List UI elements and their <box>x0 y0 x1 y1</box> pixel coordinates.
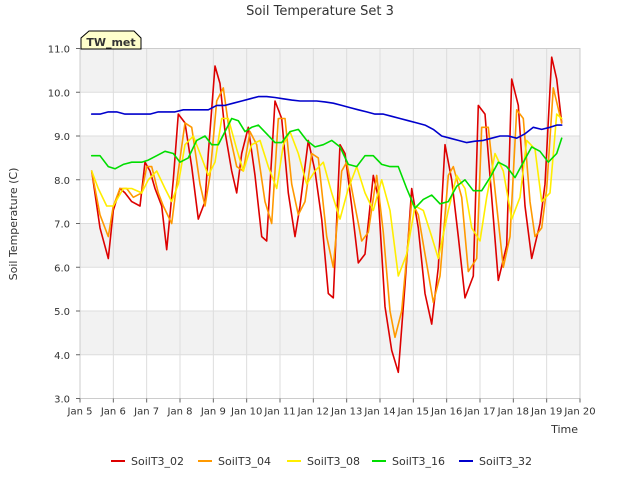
y-tick-label: 10.0 <box>48 88 70 99</box>
series-line-soilt3-08 <box>90 113 563 277</box>
x-tick-label: Jan 15 <box>397 407 429 418</box>
x-tick-label: Jan 12 <box>297 407 329 418</box>
x-tick-label: Jan 17 <box>463 407 495 418</box>
y-tick-label: 4.0 <box>54 351 70 362</box>
y-tick-label: 8.0 <box>54 176 70 187</box>
y-tick-label: 11.0 <box>48 45 70 56</box>
x-tick-label: Jan 8 <box>167 407 193 418</box>
site-label: TW_met <box>86 36 135 49</box>
series-line-soilt3-16 <box>90 117 563 209</box>
x-tick-label: Jan 11 <box>263 407 295 418</box>
x-tick-label: Jan 10 <box>230 407 262 418</box>
x-tick-label: Jan 14 <box>363 407 395 418</box>
legend-label: SoilT3_08 <box>307 455 360 468</box>
site-label-badge <box>80 30 142 50</box>
legend-label: SoilT3_32 <box>479 455 532 468</box>
background-band <box>80 311 580 355</box>
y-tick-label: 5.0 <box>54 307 70 318</box>
y-tick-label: 3.0 <box>54 395 70 406</box>
background-bands <box>80 48 580 355</box>
site-label-box: TW_met <box>80 30 142 50</box>
series-line-soilt3-04 <box>90 87 563 339</box>
y-axis-label: Soil Temperature (C) <box>7 168 20 281</box>
legend-label: SoilT3_16 <box>392 455 445 468</box>
y-tick-label: 6.0 <box>54 263 70 274</box>
x-tick-label: Jan 18 <box>497 407 529 418</box>
y-tick-label: 7.0 <box>54 220 70 231</box>
series-line-soilt3-02 <box>90 56 563 374</box>
x-axis-label: Time <box>550 423 578 436</box>
legend: SoilT3_02 SoilT3_04 SoilT3_08 SoilT3_16 Soil… <box>111 455 532 468</box>
legend-label: SoilT3_04 <box>218 455 271 468</box>
legend-label: SoilT3_02 <box>131 455 184 468</box>
x-tick-label: Jan 9 <box>200 407 226 418</box>
x-tick-label: Jan 5 <box>67 407 93 418</box>
x-tick-label: Jan 13 <box>330 407 362 418</box>
background-band <box>80 48 580 93</box>
chart-title: Soil Temperature Set 3 <box>246 4 394 19</box>
x-tick-label: Jan 7 <box>133 407 159 418</box>
x-tick-label: Jan 19 <box>530 407 562 418</box>
series-layer <box>90 56 563 374</box>
y-tick-label: 9.0 <box>54 132 70 143</box>
x-tick-label: Jan 20 <box>563 407 595 418</box>
y-axis-ticks: 3.0 4.0 5.0 6.0 7.0 8.0 9.0 10.0 11.0 <box>48 45 80 406</box>
x-tick-label: Jan 6 <box>100 407 126 418</box>
x-tick-label: Jan 16 <box>430 407 462 418</box>
x-axis-ticks: Jan 5 Jan 6 Jan 7 Jan 8 Jan 9 Jan 10 Jan 11 Jan… <box>67 398 596 418</box>
series-line-soilt3-32 <box>90 95 563 144</box>
